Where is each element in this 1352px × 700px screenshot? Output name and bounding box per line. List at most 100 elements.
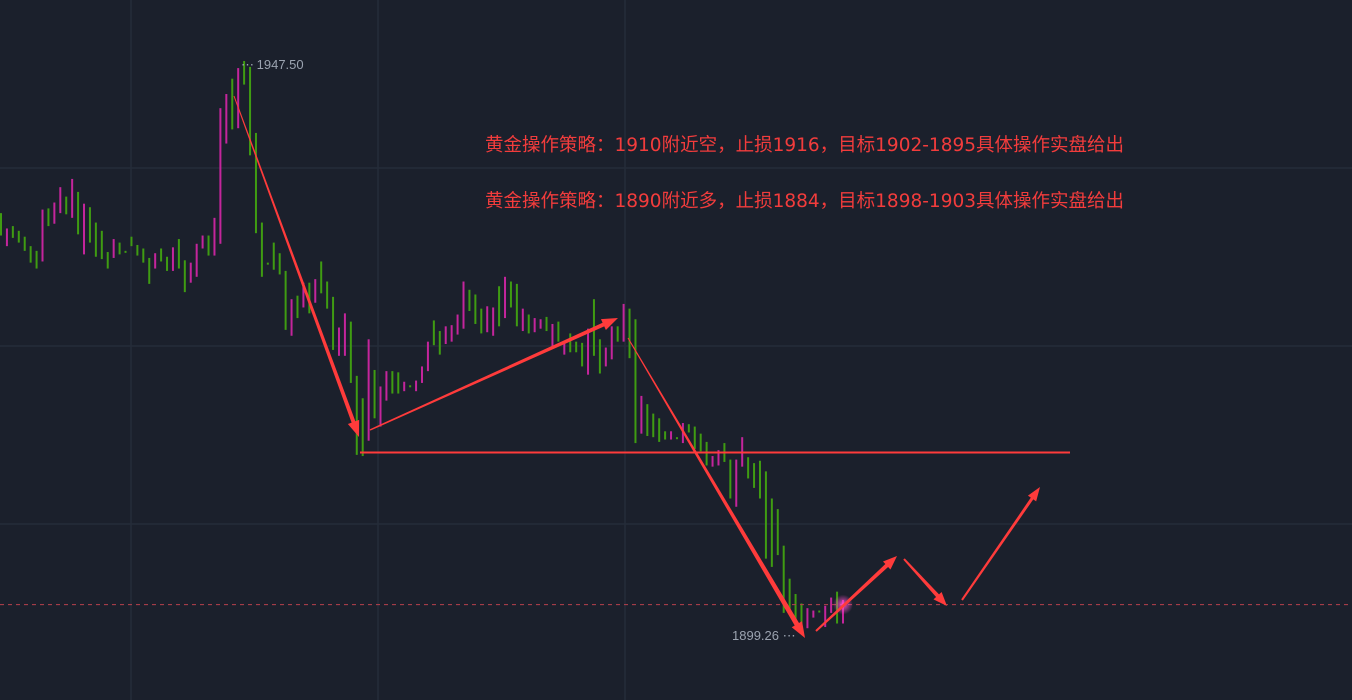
- price-bar: [106, 252, 109, 269]
- price-bar: [486, 306, 489, 333]
- price-bar: [598, 339, 601, 374]
- price-bar: [77, 191, 80, 235]
- price-bar: [711, 456, 714, 467]
- price-bar: [343, 313, 346, 356]
- price-bar: [88, 207, 91, 243]
- price-bar: [670, 431, 673, 440]
- trend-arrow-down-2[interactable]: [627, 337, 805, 638]
- price-bar: [444, 326, 447, 345]
- projection-arrow-down[interactable]: [903, 558, 947, 606]
- price-bar: [498, 286, 501, 327]
- high-price-label: ⋯ 1947.50: [241, 57, 304, 72]
- price-bar: [177, 239, 180, 269]
- price-bar: [432, 320, 435, 346]
- price-bar: [260, 222, 263, 277]
- price-bar: [284, 270, 287, 330]
- price-bar: [557, 321, 560, 342]
- price-bar: [450, 325, 453, 342]
- price-bar: [563, 341, 566, 355]
- price-bar: [136, 244, 139, 256]
- price-bar: [35, 250, 38, 269]
- low-price-value: 1899.26: [732, 628, 779, 643]
- price-bar: [426, 341, 429, 372]
- price-bar: [539, 319, 542, 329]
- price-bar: [480, 308, 483, 334]
- projection-arrow-up-1[interactable]: [815, 556, 897, 632]
- price-bar: [575, 341, 578, 353]
- strategy-note-long: 黄金操作策略：1890附近多，止损1884，目标1898-1903具体操作实盘给…: [485, 191, 1125, 212]
- price-bar: [456, 314, 459, 335]
- price-bar: [616, 326, 619, 342]
- trend-arrow-down-1[interactable]: [233, 95, 360, 437]
- price-bar: [604, 347, 607, 367]
- price-bar: [474, 294, 477, 324]
- price-bar: [290, 299, 293, 336]
- price-bar: [527, 314, 530, 334]
- price-bar: [166, 256, 169, 271]
- price-bar: [812, 610, 815, 618]
- price-bar: [658, 418, 661, 442]
- price-bar: [521, 308, 524, 332]
- price-bar: [272, 242, 275, 270]
- price-bar: [509, 281, 512, 308]
- price-bar: [5, 228, 8, 247]
- price-bar: [634, 319, 637, 444]
- price-bar: [415, 380, 418, 392]
- price-bar: [148, 257, 151, 284]
- price-bar: [468, 289, 471, 311]
- price-bar: [438, 331, 441, 355]
- price-bar: [83, 203, 86, 255]
- price-bar: [367, 339, 370, 441]
- price-bar: [587, 328, 590, 375]
- trend-arrow-up-1[interactable]: [369, 318, 618, 431]
- price-bar: [675, 437, 678, 440]
- price-bar: [254, 132, 257, 234]
- price-bar: [622, 303, 625, 342]
- price-bar: [492, 307, 495, 336]
- price-bar: [183, 260, 186, 293]
- price-bar: [213, 217, 216, 256]
- price-bar: [373, 369, 376, 419]
- price-bar: [65, 196, 68, 215]
- price-bar: [243, 61, 246, 85]
- price-bar: [818, 610, 821, 613]
- price-bar: [409, 385, 412, 388]
- price-bar: [332, 296, 335, 350]
- price-bar: [753, 463, 756, 488]
- price-bar: [118, 242, 121, 255]
- price-bar: [361, 398, 364, 457]
- price-bar: [830, 597, 833, 613]
- price-bar: [391, 371, 394, 394]
- price-bar: [776, 509, 779, 556]
- price-bar: [693, 426, 696, 449]
- price-bar: [195, 243, 198, 277]
- projection-arrow-up-2[interactable]: [961, 487, 1040, 601]
- price-bar: [231, 78, 234, 130]
- price-bar: [100, 230, 103, 260]
- price-bar: [71, 178, 74, 218]
- price-bar: [403, 381, 406, 392]
- price-bar: [201, 235, 204, 249]
- price-bar: [747, 457, 750, 479]
- price-bar: [379, 386, 382, 427]
- price-bar: [533, 318, 536, 333]
- price-bar: [219, 108, 222, 244]
- price-bar: [302, 282, 305, 308]
- price-bar: [717, 450, 720, 466]
- price-bar: [687, 424, 690, 433]
- price-bar: [314, 279, 317, 303]
- price-bar: [729, 459, 732, 499]
- price-bar: [337, 327, 340, 356]
- price-bar: [112, 239, 115, 258]
- price-bar: [824, 605, 827, 628]
- price-bar: [94, 222, 97, 257]
- price-bar: [646, 404, 649, 436]
- price-bar: [237, 68, 240, 129]
- price-bar: [770, 498, 773, 567]
- price-bar: [59, 187, 62, 214]
- price-bar: [462, 281, 465, 329]
- price-bar: [23, 236, 26, 251]
